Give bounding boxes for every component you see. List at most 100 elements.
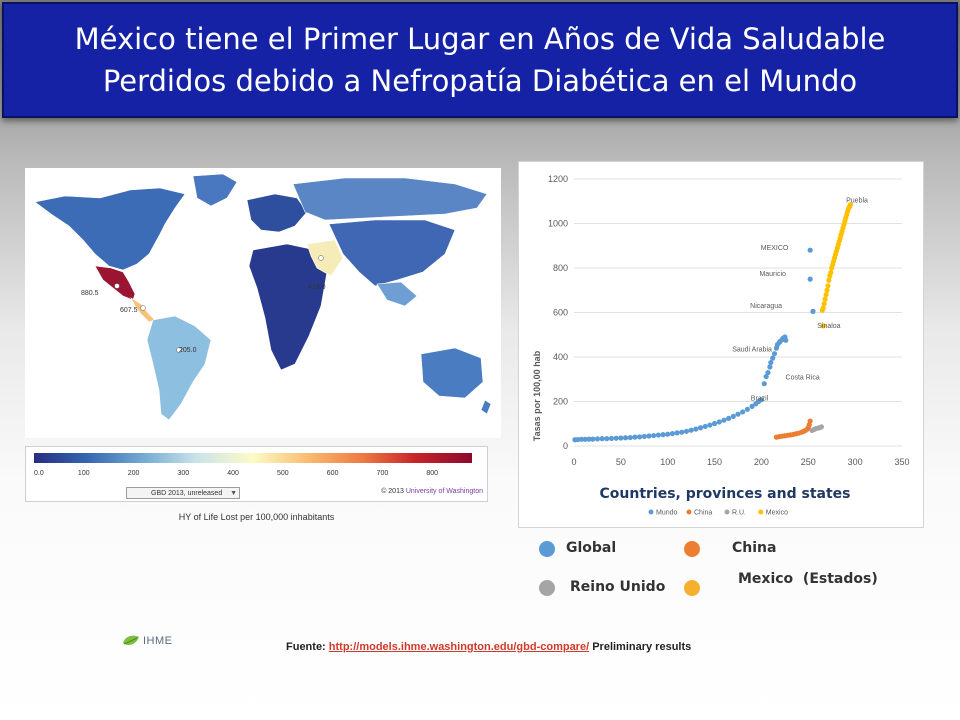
- data-point-mundo: [679, 429, 685, 435]
- leaf-icon: [123, 635, 139, 645]
- region-australia: [420, 347, 484, 399]
- region-southeast-asia: [376, 281, 418, 307]
- data-point-ru: [818, 424, 825, 430]
- data-point-mundo: [599, 436, 605, 442]
- legend-tick-label: 300: [177, 470, 189, 477]
- legend-marker: [686, 509, 692, 515]
- point-annotation: Costa Rica: [786, 374, 820, 381]
- key-label-china: China: [732, 540, 777, 556]
- point-annotation: Puebla: [846, 197, 868, 204]
- data-point-mundo: [721, 417, 727, 423]
- x-tick-label: 250: [801, 457, 816, 467]
- data-point-mundo: [582, 436, 588, 442]
- region-north-asia: [292, 177, 488, 221]
- legend-tick-label: 100: [78, 470, 90, 477]
- legend-tick-label: 500: [277, 470, 289, 477]
- data-point-mundo: [758, 397, 765, 403]
- source-link[interactable]: http://models.ihme.washington.edu/gbd-co…: [328, 641, 590, 653]
- data-point-mundo: [697, 425, 704, 431]
- data-point-mundo: [726, 415, 732, 422]
- data-point-mundo: [618, 435, 624, 441]
- data-point-mundo: [688, 427, 694, 433]
- region-asia: [328, 219, 456, 287]
- source-prefix: Fuente:: [286, 641, 326, 653]
- map-value-label-2: 607.5: [120, 307, 138, 314]
- region-north-america: [34, 187, 186, 271]
- legend-entry: Mundo: [656, 510, 678, 517]
- key-dot-global: [539, 541, 555, 557]
- chevron-down-icon: ▼: [230, 490, 237, 497]
- legend-tick-label: 700: [377, 470, 389, 477]
- source-line: Fuente: http://models.ihme.washington.ed…: [286, 641, 691, 653]
- data-point-mundo: [665, 431, 671, 437]
- data-point-mexico: [826, 277, 832, 283]
- legend-entry: China: [694, 510, 712, 517]
- data-point-mundo: [646, 433, 652, 439]
- map-marker-central-america: [140, 305, 146, 311]
- x-tick-label: 200: [754, 457, 769, 467]
- data-point-mundo: [641, 433, 647, 440]
- chart-title: Countries, provinces and states: [600, 486, 851, 502]
- data-point-mundo: [669, 430, 675, 437]
- data-point-mundo: [594, 436, 601, 442]
- data-point-mundo: [771, 351, 778, 357]
- data-point-mundo: [749, 403, 755, 409]
- data-point-mundo: [622, 435, 629, 441]
- source-suffix: Preliminary results: [592, 641, 692, 653]
- map-legend-scale: 0.0 100 200 300 400 500 600 700 800: [34, 453, 472, 477]
- data-point-mexico: [820, 323, 826, 329]
- credit-org-link[interactable]: University of Washington: [405, 488, 483, 495]
- key-dot-mexico: [684, 580, 700, 596]
- legend-entry: Mexico: [766, 510, 788, 517]
- data-point-mundo: [807, 247, 813, 253]
- map-marker-mexico: [114, 283, 120, 289]
- title-line-1: México tiene el Primer Lugar en Años de …: [74, 22, 886, 56]
- data-point-mundo: [627, 434, 633, 441]
- world-map: 880.5 607.5 419.0 205.0: [34, 173, 492, 421]
- legend-tick-label: 600: [327, 470, 339, 477]
- x-tick-label: 300: [848, 457, 863, 467]
- map-marker-middle-east: [318, 255, 324, 261]
- map-value-label-4: 205.0: [179, 347, 197, 354]
- data-point-mundo: [767, 364, 773, 370]
- data-point-mexico: [820, 305, 826, 311]
- data-point-mundo: [768, 359, 774, 366]
- credit-prefix: © 2013: [381, 488, 404, 495]
- data-point-mundo: [702, 423, 708, 430]
- x-tick-label: 0: [571, 457, 576, 467]
- scatter-chart: 0 200 400 600 800 1000 1200 0 50 100 150 200 250 300 3…: [532, 174, 910, 517]
- map-value-label-1: 880.5: [81, 290, 99, 297]
- data-point-mundo: [578, 436, 585, 442]
- data-point-mundo: [575, 436, 581, 443]
- data-point-mundo: [740, 409, 746, 415]
- data-point-mexico: [825, 283, 831, 289]
- dropdown-label: GBD 2013, unreleased: [151, 490, 223, 497]
- y-tick-label: 0: [563, 441, 568, 451]
- gbd-version-dropdown[interactable]: GBD 2013, unreleased ▼: [126, 487, 240, 499]
- data-point-mexico: [824, 287, 830, 293]
- region-middle-east: [306, 239, 344, 277]
- data-point-mundo: [810, 308, 816, 314]
- data-point-mexico: [822, 296, 828, 302]
- legend-color-bar: [34, 453, 472, 463]
- world-map-panel: 880.5 607.5 419.0 205.0: [25, 168, 501, 438]
- data-point-mundo: [783, 337, 789, 343]
- data-point-mundo: [586, 436, 592, 442]
- map-legend-panel: 0.0 100 200 300 400 500 600 700 800 GBD 2013, un…: [25, 446, 488, 502]
- point-annotation: Nicaragua: [750, 303, 782, 310]
- data-point-mundo: [613, 435, 619, 441]
- legend-ticks: 0.0 100 200 300 400 500 600 700 800: [34, 470, 438, 477]
- x-tick-label: 350: [894, 457, 909, 467]
- data-point-mundo: [660, 432, 666, 438]
- ihme-logo: IHME: [122, 634, 173, 648]
- map-marker-south-america: [176, 347, 182, 353]
- legend-entry: R.U.: [732, 510, 746, 517]
- legend-tick-label: 200: [128, 470, 140, 477]
- point-annotation: Saudi Arabia: [732, 346, 772, 353]
- data-point-mundo: [674, 430, 680, 436]
- data-point-mundo: [590, 436, 596, 442]
- data-point-mundo: [716, 419, 722, 425]
- data-point-mundo: [651, 432, 657, 439]
- data-point-mundo: [683, 428, 690, 434]
- data-point-mundo: [807, 276, 813, 282]
